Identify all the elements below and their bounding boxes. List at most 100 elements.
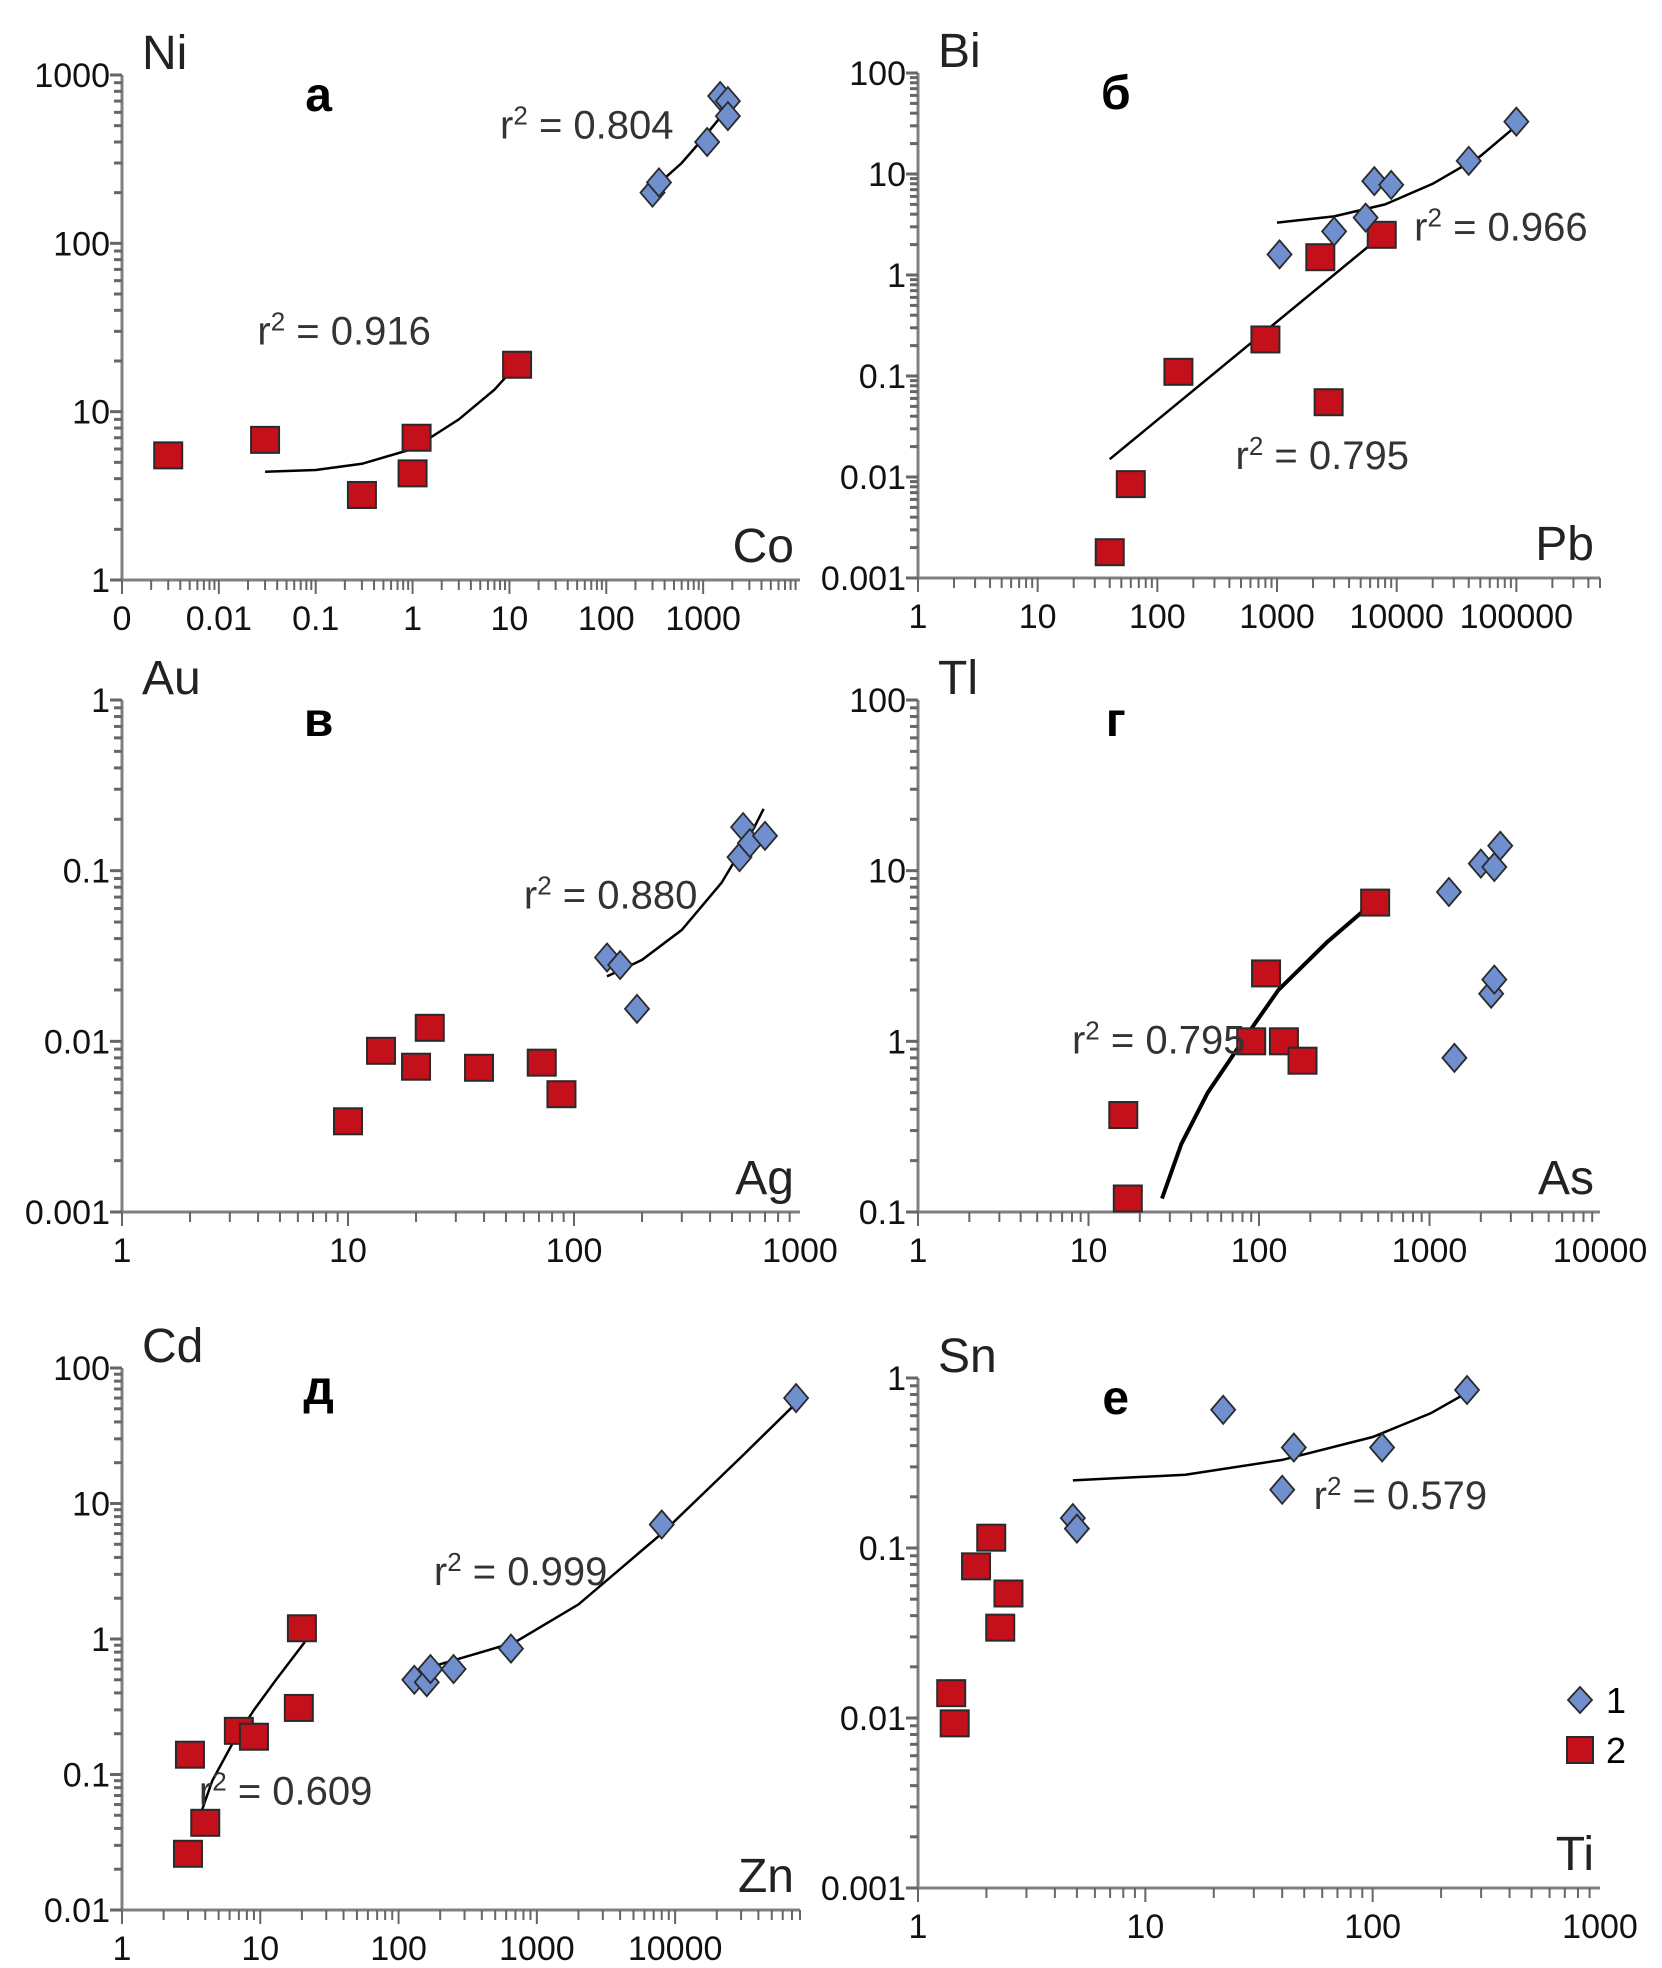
data-point-series-2 <box>1236 1027 1267 1056</box>
data-point-series-1 <box>1368 1432 1396 1463</box>
panel-label: е <box>1102 1372 1129 1425</box>
x-tick-label: 10 <box>1070 1232 1108 1270</box>
y-tick-label: 0.1 <box>859 1530 906 1568</box>
legend-label: 2 <box>1606 1730 1626 1771</box>
data-point-series-1 <box>1209 1394 1237 1426</box>
data-point-series-1 <box>606 949 634 981</box>
data-point-series-1 <box>1453 1374 1481 1406</box>
data-point-series-2 <box>397 459 428 488</box>
x-tick-label: 1 <box>113 1930 132 1968</box>
y-tick-label: 10 <box>868 156 906 194</box>
r-squared-label: r2 = 0.579 <box>1314 1471 1487 1518</box>
y-tick-label: 0.001 <box>25 1194 110 1232</box>
y-tick-label: 1 <box>887 257 906 295</box>
y-tick-label: 100 <box>849 55 906 93</box>
y-tick-label: 100 <box>849 682 906 720</box>
x-tick-label: 1000 <box>665 600 741 638</box>
legend-marker-square <box>1566 1736 1594 1764</box>
r-squared-label: r2 = 0.966 <box>1414 202 1587 249</box>
panel-label: в <box>304 694 334 747</box>
x-tick-label: 100 <box>1129 598 1186 636</box>
data-point-series-1 <box>1503 106 1530 138</box>
x-axis-label: Ag <box>735 1152 794 1205</box>
data-point-series-1 <box>1266 239 1293 270</box>
x-tick-label: 1000 <box>1239 598 1315 636</box>
x-axis-label: As <box>1538 1152 1594 1205</box>
y-tick-label: 0.01 <box>840 459 906 497</box>
data-point-series-2 <box>1108 1101 1139 1130</box>
data-point-series-2 <box>985 1613 1016 1642</box>
data-point-series-2 <box>333 1107 363 1136</box>
x-tick-label: 10 <box>1126 1908 1164 1946</box>
data-point-series-1 <box>1352 202 1379 233</box>
x-tick-label: 1000 <box>1392 1232 1468 1270</box>
y-tick-label: 0.01 <box>840 1700 906 1738</box>
data-point-series-1 <box>1378 169 1405 201</box>
y-tick-label: 0.01 <box>44 1892 110 1930</box>
x-tick-label: 1 <box>909 1232 928 1270</box>
data-point-series-2 <box>1251 959 1282 988</box>
y-tick-label: 10 <box>72 1486 110 1524</box>
data-point-series-2 <box>172 1839 203 1868</box>
panel-label: б <box>1101 67 1131 120</box>
y-tick-label: 1 <box>91 1621 110 1659</box>
x-axis-label: Pb <box>1535 518 1594 571</box>
data-point-series-2 <box>1366 220 1397 249</box>
panel-e: 1 10 100 1000 0.001 0.01 0.1 1 Sn Ti е r2 = 0.579 1 2 <box>821 1330 1638 1946</box>
trend-line-series-1 <box>430 1402 797 1669</box>
r-squared-label: r2 = 0.916 <box>257 307 430 354</box>
x-tick-label: 10000 <box>1553 1232 1648 1270</box>
panel-d: 1 10 100 1000 10000 0.01 0.1 1 10 100 Cd Zn д r2 = 0.… <box>44 1320 810 1968</box>
data-point-series-1 <box>693 126 721 158</box>
y-tick-label: 100 <box>53 1350 110 1388</box>
panel-b: 1 10 100 1000 10000 100000 0.001 0.01 0.1 1 10 100 B… <box>821 25 1601 636</box>
x-tick-label: 0.1 <box>292 600 339 638</box>
trend-line-series-1 <box>1276 124 1518 224</box>
data-point-series-2 <box>993 1579 1024 1608</box>
x-tick-label: 100 <box>370 1930 427 1968</box>
y-tick-label: 0.1 <box>63 853 110 891</box>
x-tick-label: 1000 <box>762 1232 838 1270</box>
y-tick-label: 1 <box>91 682 110 720</box>
data-point-series-1 <box>623 993 651 1025</box>
panel-v: 1 10 100 1000 0.001 0.01 0.1 1 Au Ag в r2 = 0.880 <box>25 652 838 1270</box>
x-tick-label: 10 <box>1019 598 1057 636</box>
y-axis-label: Bi <box>938 25 981 78</box>
panel-label: г <box>1106 694 1126 747</box>
data-point-series-2 <box>286 1614 317 1643</box>
x-tick-label: 1000 <box>499 1930 575 1968</box>
data-point-series-2 <box>366 1036 397 1065</box>
data-point-series-1 <box>1487 830 1514 862</box>
trend-line-series-1 <box>1072 1391 1468 1482</box>
y-tick-label: 0.001 <box>821 560 906 598</box>
r-squared-label: r2 = 0.609 <box>199 1767 372 1814</box>
data-point-series-2 <box>1163 357 1194 386</box>
data-point-series-2 <box>1094 538 1125 567</box>
data-point-series-2 <box>1250 325 1281 354</box>
x-tick-label: 100 <box>1344 1908 1401 1946</box>
data-point-series-2 <box>250 425 281 454</box>
data-point-series-2 <box>1305 243 1336 272</box>
data-point-series-2 <box>976 1523 1007 1552</box>
x-axis-label: Zn <box>738 1850 794 1903</box>
legend-label: 1 <box>1606 1680 1626 1721</box>
data-point-series-2 <box>546 1080 577 1109</box>
data-point-series-1 <box>648 1509 675 1540</box>
x-tick-label: 100 <box>578 600 635 638</box>
data-point-series-2 <box>1112 1184 1143 1213</box>
data-point-series-2 <box>174 1740 205 1769</box>
x-tick-label: 100 <box>546 1232 603 1270</box>
y-tick-label: 0.1 <box>859 358 906 396</box>
data-point-series-2 <box>464 1053 495 1082</box>
x-tick-label: 100000 <box>1460 598 1573 636</box>
y-axis-label: Sn <box>938 1330 997 1383</box>
data-point-series-1 <box>1063 1513 1091 1545</box>
y-tick-label: 1 <box>887 1023 906 1061</box>
r-squared-label: r2 = 0.795 <box>1236 431 1409 478</box>
x-tick-label: 1 <box>909 1908 928 1946</box>
data-point-series-1 <box>714 100 742 132</box>
x-tick-label: 100 <box>1231 1232 1288 1270</box>
data-point-series-1 <box>645 167 673 198</box>
